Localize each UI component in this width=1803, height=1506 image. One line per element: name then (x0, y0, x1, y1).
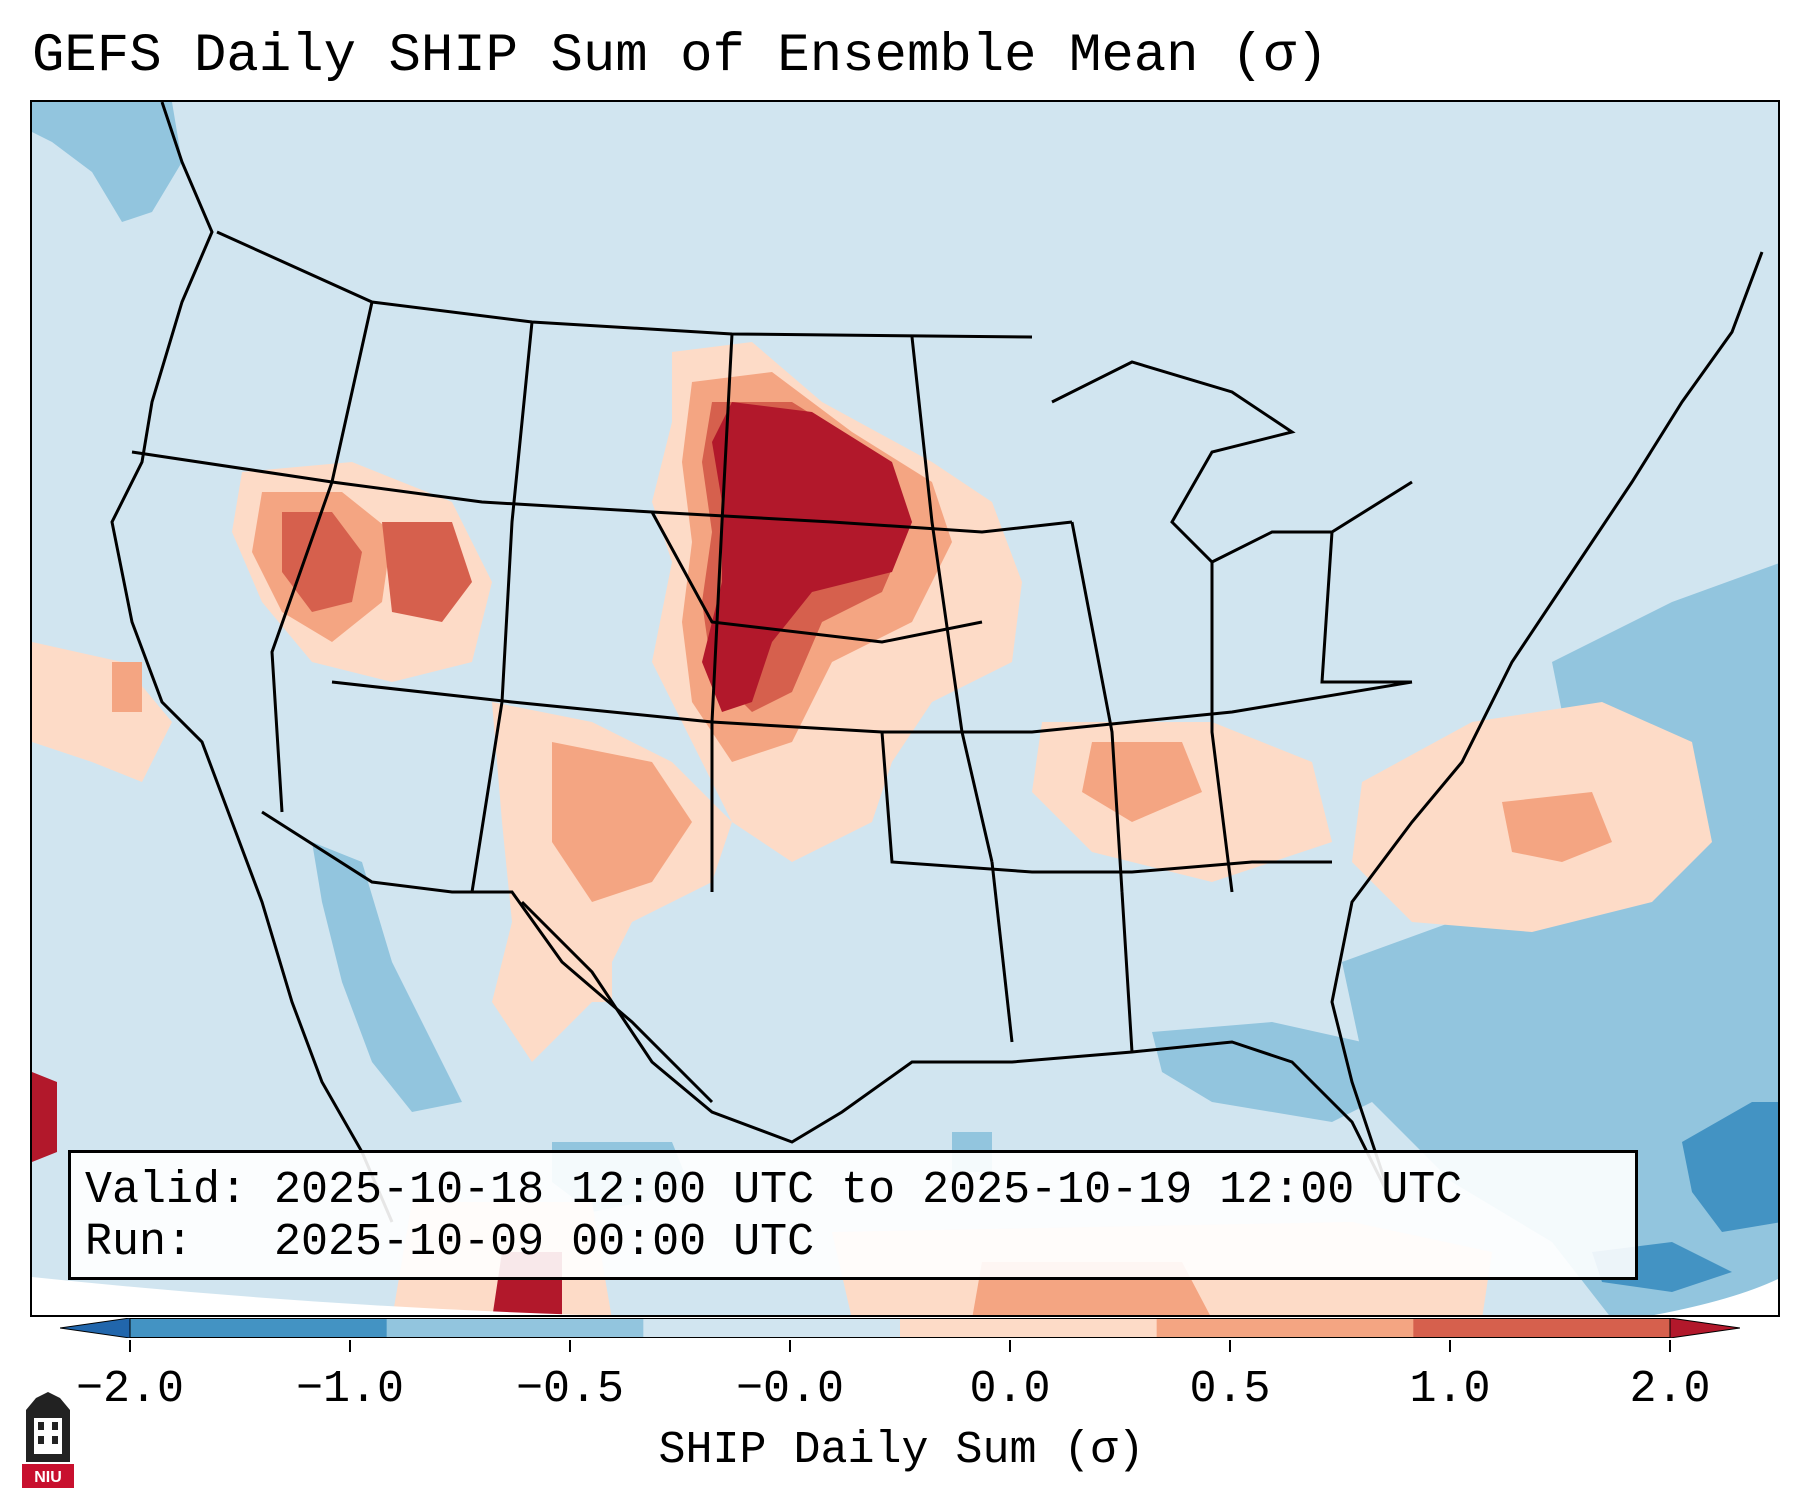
great-lakes (1051, 360, 1413, 564)
canada-border (216, 230, 1033, 339)
colorbar-tick-mark (569, 1340, 571, 1352)
colorbar-ticks: −2.0 −1.0 −0.5 −0.0 0.0 0.5 1.0 2.0 (0, 1340, 1803, 1415)
coastline-east (1330, 251, 1764, 1203)
shading-layer (32, 102, 1778, 1315)
pos-region-texas-west (522, 902, 612, 1002)
colorbar-tick-mark (789, 1340, 791, 1352)
state-line-12 (1120, 891, 1134, 1053)
colorbar-under-extension (60, 1318, 131, 1338)
colorbar (60, 1318, 1740, 1338)
border-mexico (261, 810, 714, 1104)
map-title: GEFS Daily SHIP Sum of Ensemble Mean (σ) (32, 26, 1329, 87)
projection-edge-right (1654, 1278, 1778, 1315)
pos-region-pacific-mid (112, 662, 142, 712)
colorbar-tick-mark (349, 1340, 351, 1352)
colorbar-tick-label: 1.0 (1409, 1364, 1491, 1415)
state-line-11 (990, 861, 1014, 1043)
valid-value: 2025-10-18 12:00 UTC to 2025-10-19 12:00… (274, 1165, 1463, 1216)
colorbar-outline (129, 1318, 1671, 1338)
neg-region-nw-pacific (32, 102, 182, 222)
colorbar-tick-mark (1449, 1340, 1451, 1352)
colorbar-tick-label: 0.0 (969, 1364, 1051, 1415)
colorbar-segment (130, 1318, 388, 1338)
coastline-west (110, 102, 394, 1223)
colorbar-tick-label: −1.0 (295, 1364, 405, 1415)
pos-region-southwest-mid (552, 742, 692, 902)
boundary-lines (110, 102, 1764, 1223)
pos-region-plains-max (702, 402, 912, 712)
neg-region-baja (312, 842, 462, 1112)
run-value: 2025-10-09 00:00 UTC (274, 1217, 815, 1268)
neg-region-caribbean (1682, 1102, 1778, 1232)
colorbar-segment (386, 1318, 644, 1338)
state-line-4 (470, 321, 534, 893)
niu-logo-icon: NIU (22, 1392, 74, 1488)
colorbar-segment (1413, 1318, 1671, 1338)
colorbar-tick-label: −0.0 (735, 1364, 845, 1415)
colorbar-tick-label: −2.0 (75, 1364, 185, 1415)
pos-region-tennessee-mid (1082, 742, 1202, 822)
niu-logo-text: NIU (34, 1469, 62, 1486)
coastline-gulf (520, 900, 1394, 1203)
pos-region-west-edge (32, 1072, 57, 1162)
map-panel: Valid: 2025-10-18 12:00 UTC to 2025-10-1… (30, 100, 1780, 1317)
colorbar-segment (643, 1318, 901, 1338)
colorbar-tick-label: −0.5 (515, 1364, 625, 1415)
colorbar-over-extension (1669, 1318, 1740, 1338)
colorbar-tick-label: 0.5 (1189, 1364, 1271, 1415)
valid-label: Valid: (85, 1165, 248, 1216)
validity-info-box: Valid: 2025-10-18 12:00 UTC to 2025-10-1… (68, 1150, 1638, 1280)
pos-region-pacific (32, 642, 172, 782)
pos-region-utah-strong (382, 522, 472, 622)
state-line-7 (1070, 521, 1124, 893)
colorbar-tick-mark (1009, 1340, 1011, 1352)
colorbar-tick-mark (1229, 1340, 1231, 1352)
colorbar-segment (1156, 1318, 1414, 1338)
state-line-8 (1210, 562, 1234, 893)
state-line-6 (910, 336, 994, 863)
colorbar-tick-mark (129, 1340, 131, 1352)
state-line-9 (880, 731, 1332, 874)
neg-region-gulf (1152, 1022, 1392, 1122)
colorbar-tick-label: 2.0 (1629, 1364, 1711, 1415)
colorbar-tick-mark (1669, 1340, 1671, 1352)
state-line-10 (650, 511, 983, 644)
pos-region-great-basin-strong (282, 512, 362, 612)
colorbar-segment (900, 1318, 1158, 1338)
state-line-13 (1320, 531, 1412, 684)
run-label: Run: (85, 1217, 194, 1268)
pos-region-atlantic-core (1502, 792, 1612, 862)
projection-edge (32, 1277, 586, 1315)
neg-region-atlantic (1342, 803, 1778, 1315)
colorbar-label: SHIP Daily Sum (σ) (658, 1425, 1145, 1476)
state-line-3 (270, 301, 374, 813)
